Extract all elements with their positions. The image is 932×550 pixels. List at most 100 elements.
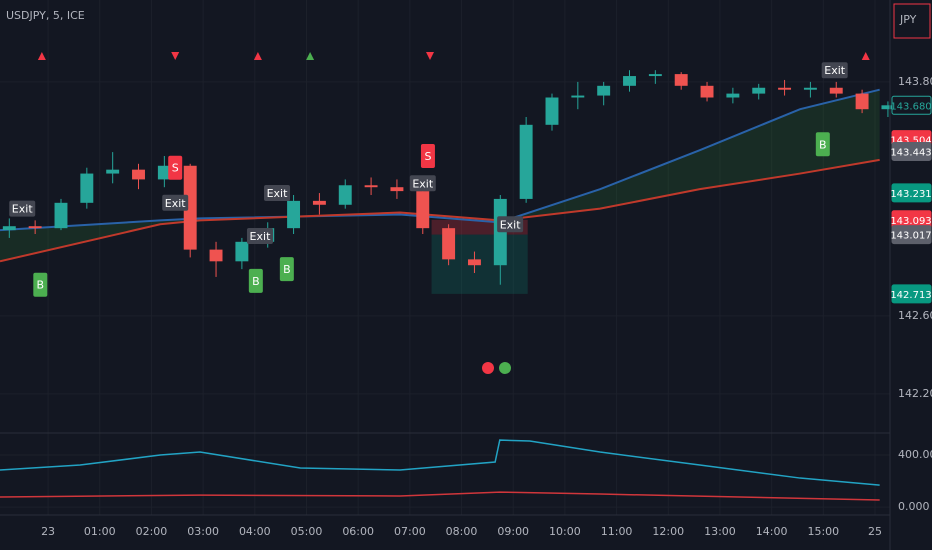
candle-body bbox=[545, 97, 559, 125]
candle-body bbox=[390, 187, 404, 192]
candle-body bbox=[803, 87, 817, 90]
candle-body bbox=[28, 226, 42, 229]
price-badge-label: 143.231 bbox=[890, 189, 931, 200]
y-tick-label: 143.800 bbox=[898, 75, 932, 88]
x-tick-label: 04:00 bbox=[239, 525, 271, 538]
x-tick-label: 07:00 bbox=[394, 525, 426, 538]
candle-body bbox=[674, 74, 688, 86]
x-tick-label: 01:00 bbox=[84, 525, 116, 538]
signal-label: Exit bbox=[412, 177, 434, 190]
x-tick-label: 06:00 bbox=[342, 525, 374, 538]
candle-body bbox=[2, 226, 16, 231]
candle-body bbox=[519, 124, 533, 199]
signal-badge bbox=[168, 155, 183, 180]
signal-label: Exit bbox=[500, 218, 522, 231]
signal-badge bbox=[815, 132, 830, 157]
candle-body bbox=[54, 202, 68, 229]
price-badge bbox=[891, 284, 932, 304]
candle-body bbox=[648, 74, 662, 77]
candle-body bbox=[209, 249, 223, 262]
candle-body bbox=[80, 173, 94, 203]
indicator-line bbox=[0, 439, 880, 486]
indicator-line bbox=[0, 491, 880, 501]
event-dot bbox=[482, 362, 494, 374]
price-badge-label: 143.680 bbox=[890, 101, 931, 112]
candle-body bbox=[338, 185, 352, 205]
x-tick-label: 25 bbox=[868, 525, 882, 538]
candle-body bbox=[597, 85, 611, 96]
x-tick-label: 15:00 bbox=[807, 525, 839, 538]
x-tick-label: 03:00 bbox=[187, 525, 219, 538]
price-badge bbox=[891, 95, 932, 115]
signal-label: S bbox=[424, 150, 431, 163]
signal-badge bbox=[162, 194, 189, 211]
candle-body bbox=[312, 200, 326, 205]
y-tick-label: 400.000 bbox=[898, 448, 932, 461]
candle-body bbox=[416, 191, 430, 229]
x-tick-label: 09:00 bbox=[497, 525, 529, 538]
price-badge-label: 143.093 bbox=[890, 216, 931, 227]
signal-arrow bbox=[426, 52, 435, 60]
signal-arrow bbox=[37, 52, 46, 60]
signal-arrow bbox=[253, 52, 262, 60]
event-dot bbox=[499, 362, 511, 374]
signal-label: S bbox=[172, 162, 179, 175]
signal-badge bbox=[246, 227, 273, 244]
price-badge-label: 142.713 bbox=[890, 290, 931, 301]
candle-body bbox=[287, 200, 301, 229]
signal-label: Exit bbox=[824, 64, 846, 77]
x-tick-label: 23 bbox=[41, 525, 55, 538]
candle-body bbox=[157, 165, 171, 180]
currency-label[interactable]: JPY bbox=[899, 13, 917, 26]
signal-badge bbox=[264, 185, 291, 202]
signal-badge bbox=[497, 216, 524, 233]
price-badge-label: 143.443 bbox=[890, 148, 931, 159]
candle-body bbox=[183, 165, 197, 250]
signal-label: B bbox=[283, 263, 291, 276]
currency-box[interactable] bbox=[893, 3, 931, 39]
candle-body bbox=[106, 169, 120, 174]
price-badge-label: 143.017 bbox=[890, 231, 931, 242]
signal-label: Exit bbox=[250, 230, 272, 243]
candle-body bbox=[467, 259, 481, 266]
signal-badge bbox=[420, 144, 435, 169]
candle-body bbox=[571, 95, 585, 98]
candle-body bbox=[132, 169, 145, 180]
y-tick-label: 142.200 bbox=[898, 387, 932, 400]
signal-arrow bbox=[861, 52, 870, 60]
signal-label: B bbox=[252, 275, 260, 288]
x-tick-label: 13:00 bbox=[704, 525, 736, 538]
candle-body bbox=[364, 185, 378, 188]
signal-label: B bbox=[37, 279, 45, 292]
signal-badge bbox=[33, 272, 48, 297]
candle-body bbox=[752, 87, 766, 94]
x-tick-label: 14:00 bbox=[756, 525, 788, 538]
candle-body bbox=[700, 85, 714, 98]
candle-body bbox=[623, 76, 636, 86]
signal-label: Exit bbox=[165, 197, 187, 210]
x-tick-label: 08:00 bbox=[446, 525, 478, 538]
price-badge bbox=[891, 183, 932, 203]
y-tick-label: 142.600 bbox=[898, 309, 932, 322]
signal-badge bbox=[821, 62, 848, 79]
price-badge bbox=[891, 225, 932, 245]
signal-badge bbox=[9, 200, 36, 217]
candle-body bbox=[778, 87, 792, 90]
grid bbox=[0, 0, 890, 515]
price-badge-label: 143.504 bbox=[890, 136, 931, 147]
signal-arrow bbox=[171, 52, 180, 60]
price-badge bbox=[891, 142, 932, 162]
candle-body bbox=[726, 93, 740, 98]
x-tick-label: 12:00 bbox=[652, 525, 684, 538]
signal-label: Exit bbox=[12, 203, 34, 216]
signal-arrow bbox=[306, 52, 315, 60]
symbol-title: USDJPY, 5, ICE bbox=[6, 9, 85, 22]
candle-body bbox=[442, 228, 456, 260]
signal-label: B bbox=[819, 138, 827, 151]
y-tick-label: 0.000 bbox=[898, 500, 930, 513]
x-tick-label: 11:00 bbox=[601, 525, 633, 538]
x-tick-label: 02:00 bbox=[136, 525, 168, 538]
signal-badge bbox=[409, 175, 436, 192]
